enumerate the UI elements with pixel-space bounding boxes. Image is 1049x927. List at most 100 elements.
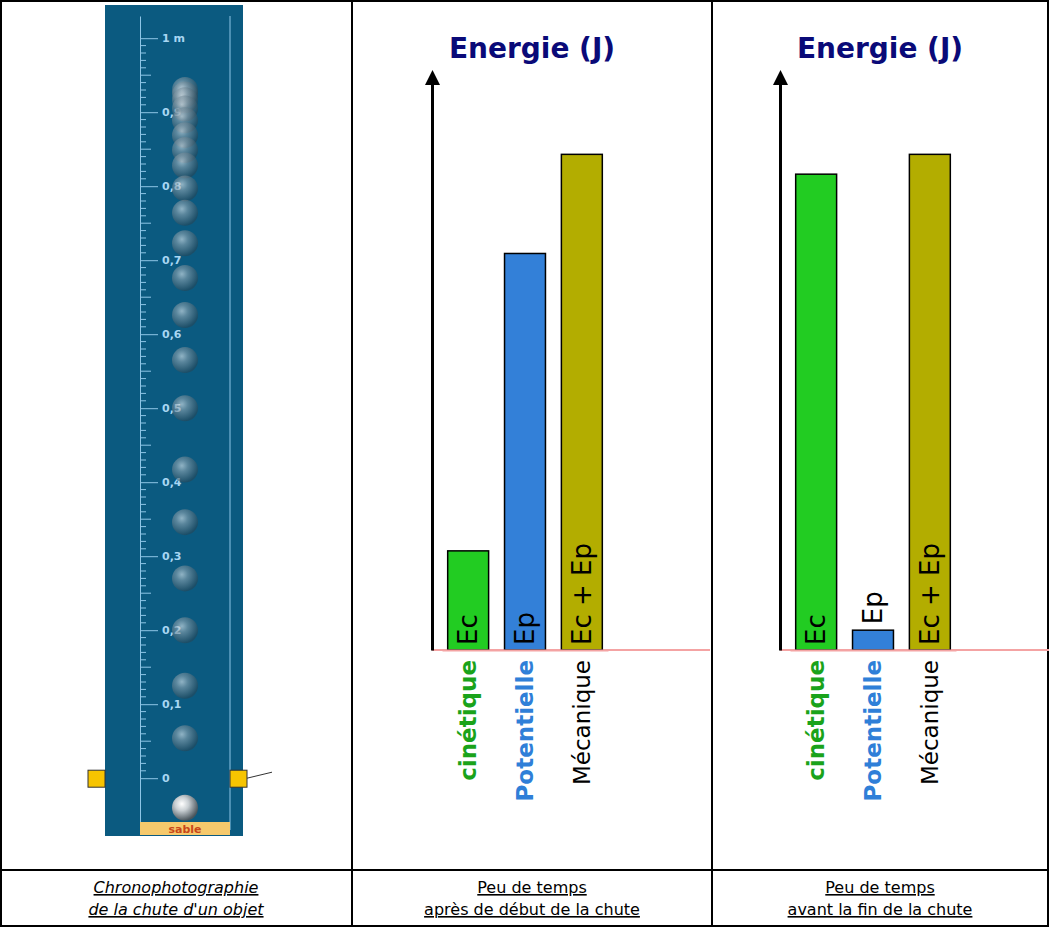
photo-background	[105, 5, 243, 836]
ruler-tick: 0,7	[140, 254, 182, 267]
x-tick: Mécanique	[917, 660, 943, 785]
ruler-tick-mark	[140, 408, 158, 409]
bar-label: Ec + Ep	[567, 543, 597, 645]
x-tick: cinétique	[455, 660, 481, 781]
ruler-tick-label: 0	[162, 772, 170, 785]
ruler-tick-mark	[140, 334, 158, 335]
bar-label: Ec	[453, 614, 483, 645]
ruler-tick: 0,6	[140, 328, 182, 341]
ruler-line	[140, 17, 141, 831]
row-rule	[1, 869, 1048, 871]
figure: 00,10,20,30,40,50,60,70,80,91 msableChro…	[0, 0, 1049, 927]
sensor	[230, 770, 247, 787]
x-axis-line	[443, 650, 609, 652]
column-rule	[351, 1, 353, 926]
minor-tick	[140, 445, 151, 446]
ruler-tick-mark	[140, 630, 158, 631]
ruler-tick-mark	[140, 112, 158, 113]
x-tick-label: Mécanique	[917, 660, 943, 785]
y-axis-line	[431, 81, 434, 651]
ruler-tick-label: 0,7	[162, 254, 182, 267]
chart-title: Energie (J)	[797, 32, 963, 65]
bar	[796, 174, 837, 650]
ruler-tick-mark	[140, 186, 158, 187]
ball	[172, 175, 198, 201]
x-axis-line	[791, 650, 957, 652]
tube-wall	[230, 16, 231, 830]
ruler-tick-mark	[140, 704, 158, 705]
sensor	[88, 770, 105, 787]
caption: Peu de temps	[477, 878, 586, 897]
ball	[172, 725, 198, 751]
bar-label: Ec	[801, 614, 831, 645]
ball	[172, 673, 198, 699]
ruler-tick: 0,1	[140, 698, 182, 711]
minor-tick	[140, 149, 151, 150]
ball	[172, 347, 198, 373]
ball	[172, 565, 198, 591]
x-tick-label: cinétique	[803, 660, 829, 781]
ruler-tick-mark	[140, 556, 158, 557]
minor-tick	[140, 297, 151, 298]
ball	[172, 509, 198, 535]
ruler-tick: 0	[140, 772, 170, 785]
minor-tick	[140, 667, 151, 668]
ruler-tick-mark	[140, 260, 158, 261]
ruler-tick: 1 m	[140, 32, 185, 45]
x-tick: Potentielle	[860, 660, 886, 801]
minor-tick	[140, 371, 151, 372]
sand	[140, 822, 230, 835]
bar	[505, 253, 546, 650]
bar-label: Ep	[510, 612, 540, 645]
minor-tick	[140, 519, 151, 520]
chart-title: Energie (J)	[449, 32, 615, 65]
bars	[448, 154, 603, 650]
ball	[172, 617, 198, 643]
x-axis: cinétique Potentielle Mécanique	[791, 651, 957, 802]
bar-label: Ec + Ep	[915, 543, 945, 645]
x-tick-label: Potentielle	[512, 660, 538, 801]
y-axis	[432, 81, 433, 651]
bars	[796, 154, 951, 650]
sensor-wire	[247, 772, 272, 778]
x-tick: Mécanique	[569, 660, 595, 785]
ruler-tick-label: 0,6	[162, 328, 182, 341]
ruler-tick-label: 0,1	[162, 698, 182, 711]
x-tick: Potentielle	[512, 660, 538, 801]
y-axis	[780, 81, 781, 651]
x-axis: cinétique Potentielle Mécanique	[443, 651, 609, 802]
minor-tick	[140, 593, 151, 594]
bar	[853, 630, 894, 650]
caption: avant la fin de la chute	[788, 900, 973, 919]
minor-tick	[140, 741, 151, 742]
ball	[172, 457, 198, 483]
ruler-tick: 0,3	[140, 550, 182, 563]
ruler-tick-label: 1 m	[162, 32, 185, 45]
sand-label: sable	[168, 823, 201, 836]
ball	[172, 200, 198, 226]
x-tick-label: Potentielle	[860, 660, 886, 801]
caption: de la chute d'un objet	[88, 900, 264, 919]
minor-tick	[140, 223, 151, 224]
y-axis-line	[779, 81, 782, 651]
x-tick: cinétique	[803, 660, 829, 781]
bar	[448, 551, 489, 650]
ruler-tick-mark	[140, 482, 158, 483]
ball	[172, 795, 198, 821]
table-frame	[1, 1, 1048, 926]
bar	[561, 154, 602, 650]
ball	[172, 152, 198, 178]
ball	[172, 230, 198, 256]
ball	[172, 265, 198, 291]
column-rule	[711, 1, 713, 926]
ruler-tick-label: 0,3	[162, 550, 182, 563]
ruler-tick-mark	[140, 778, 158, 779]
caption: Peu de temps	[825, 878, 934, 897]
ball	[172, 395, 198, 421]
minor-tick	[140, 75, 151, 76]
balls	[172, 77, 198, 821]
caption: Chronophotographie	[94, 878, 259, 897]
x-tick-label: cinétique	[455, 660, 481, 781]
ruler-tick-mark	[140, 38, 158, 39]
x-tick-label: Mécanique	[569, 660, 595, 785]
